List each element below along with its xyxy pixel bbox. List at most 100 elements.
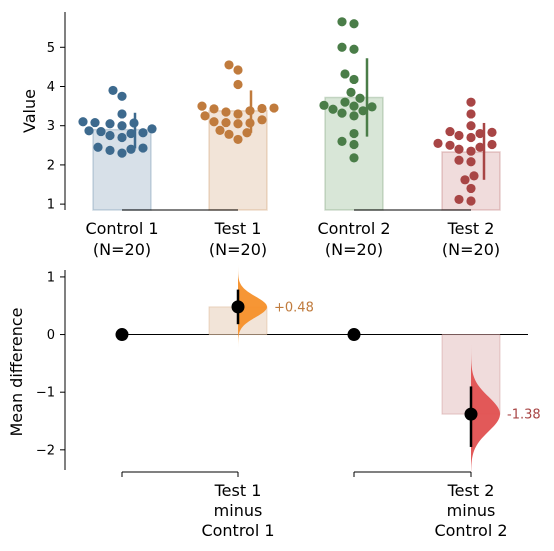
data-point	[445, 140, 455, 150]
comparison-label: minus	[447, 501, 496, 520]
data-point	[138, 143, 148, 153]
category-count-label: (N=20)	[93, 240, 151, 259]
data-point	[147, 124, 157, 134]
data-point	[466, 109, 476, 119]
effect-size-label: -1.38	[507, 408, 541, 423]
data-point	[108, 85, 118, 96]
data-point	[466, 196, 476, 206]
data-point	[349, 139, 359, 150]
data-point	[138, 128, 148, 138]
category-label: Test 1	[214, 219, 262, 238]
y-axis-title: Mean difference	[7, 308, 26, 437]
effect-size-label: +0.48	[274, 300, 314, 315]
data-point	[269, 103, 279, 113]
data-point	[454, 130, 464, 141]
data-point	[90, 117, 100, 128]
data-point	[349, 128, 359, 139]
bootstrap-distribution	[238, 265, 267, 349]
data-point	[233, 109, 243, 119]
data-point	[460, 175, 470, 185]
comparison-label: minus	[214, 501, 263, 520]
data-point	[117, 91, 127, 101]
data-point	[257, 115, 267, 125]
comparison-label: Test 1	[214, 481, 262, 500]
data-point	[257, 103, 267, 114]
data-point	[349, 44, 359, 54]
data-point	[349, 19, 359, 29]
data-point	[221, 117, 231, 128]
y-tick-label: −1	[36, 386, 55, 401]
data-point	[337, 108, 347, 118]
bootstrap-distribution	[471, 344, 500, 484]
data-point	[358, 106, 368, 116]
data-point	[466, 157, 476, 167]
data-point	[126, 144, 136, 154]
category-label: Test 2	[447, 219, 495, 238]
y-tick-label: 2	[47, 158, 55, 173]
y-tick-label: 4	[47, 80, 55, 95]
data-point	[96, 126, 106, 137]
data-point	[349, 101, 359, 111]
data-point	[349, 111, 359, 121]
data-point	[454, 144, 464, 154]
data-point	[105, 145, 115, 156]
y-tick-label: 1	[47, 198, 55, 213]
data-point	[233, 79, 243, 90]
reference-point	[347, 328, 361, 342]
data-point	[454, 194, 464, 205]
y-tick-label: 3	[47, 119, 55, 134]
data-point	[466, 132, 476, 143]
data-point	[209, 117, 219, 127]
y-tick-label: 5	[47, 41, 55, 56]
data-point	[466, 121, 476, 131]
data-point	[221, 107, 231, 117]
data-point	[475, 128, 485, 139]
data-point	[340, 69, 350, 79]
data-point	[117, 132, 127, 143]
y-tick-label: 0	[47, 328, 55, 343]
data-point	[349, 153, 359, 163]
data-point	[340, 97, 350, 107]
data-point	[469, 171, 479, 181]
y-axis-title: Value	[20, 89, 39, 133]
data-point	[433, 138, 443, 148]
data-point	[328, 104, 338, 114]
data-point	[197, 101, 207, 111]
data-point	[349, 74, 359, 85]
data-point	[337, 136, 347, 146]
comparison-label: Test 2	[447, 481, 495, 500]
data-point	[126, 128, 136, 139]
data-point	[475, 142, 485, 152]
mean-difference-point	[231, 300, 245, 314]
data-point	[78, 117, 88, 127]
comparison-label: Control 2	[434, 521, 507, 540]
data-point	[84, 126, 94, 136]
data-point	[200, 111, 210, 121]
data-point	[105, 119, 115, 129]
y-tick-label: −2	[36, 443, 55, 458]
data-point	[233, 134, 243, 145]
category-count-label: (N=20)	[209, 240, 267, 259]
data-point	[233, 119, 243, 129]
data-point	[117, 121, 127, 131]
data-point	[487, 139, 497, 150]
data-point	[445, 126, 455, 137]
data-point	[93, 142, 103, 152]
data-point	[487, 127, 497, 137]
category-label: Control 1	[85, 219, 158, 238]
data-point	[117, 148, 127, 158]
mean-bar	[92, 128, 152, 211]
data-point	[454, 155, 464, 165]
data-point	[337, 17, 347, 27]
data-point	[215, 125, 225, 136]
category-count-label: (N=20)	[325, 240, 383, 259]
data-point	[346, 87, 356, 97]
data-point	[242, 128, 252, 138]
data-point	[466, 97, 476, 107]
data-point	[466, 183, 476, 194]
data-point	[355, 93, 365, 103]
category-label: Control 2	[317, 219, 390, 238]
